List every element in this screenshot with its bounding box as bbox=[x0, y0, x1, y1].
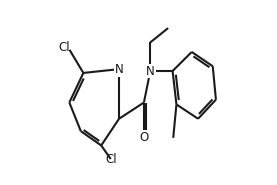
Text: N: N bbox=[115, 63, 124, 76]
Text: N: N bbox=[146, 65, 155, 78]
Text: Cl: Cl bbox=[58, 41, 70, 54]
Text: Cl: Cl bbox=[105, 153, 117, 166]
Text: O: O bbox=[139, 131, 148, 144]
